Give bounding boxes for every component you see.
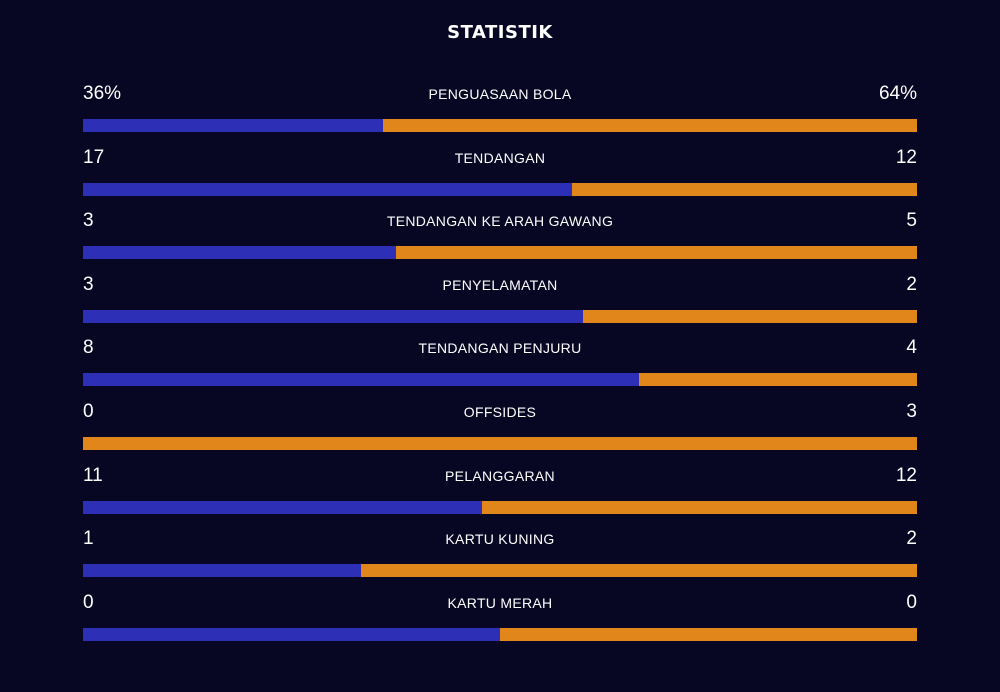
stat-label: PENGUASAAN BOLA — [428, 86, 572, 102]
comparison-bar — [83, 500, 917, 514]
away-value: 2 — [906, 528, 917, 550]
home-value: 36% — [83, 83, 122, 104]
comparison-bar — [83, 182, 917, 196]
stat-row-possession: 36% PENGUASAAN BOLA 64% — [83, 82, 917, 146]
away-bar-segment — [383, 119, 917, 132]
away-value: 64% — [878, 83, 917, 104]
home-value: 0 — [83, 591, 94, 613]
away-value: 0 — [906, 591, 917, 613]
home-value: 3 — [83, 273, 94, 295]
stat-label: PENYELAMATAN — [442, 276, 558, 293]
home-value: 8 — [83, 337, 94, 359]
home-bar-segment — [83, 246, 396, 260]
comparison-bar — [83, 373, 917, 387]
home-bar-segment — [83, 309, 584, 323]
home-bar-segment — [83, 627, 500, 641]
away-bar-segment — [639, 373, 917, 387]
stat-row-fouls: 11 PELANGGARAN 12 — [83, 464, 917, 528]
stat-row-shots-on-target: 3 TENDANGAN KE ARAH GAWANG 5 — [83, 209, 917, 273]
home-value: 17 — [83, 146, 105, 168]
stat-row-corners: 8 TENDANGAN PENJURU 4 — [83, 336, 917, 400]
away-value: 5 — [906, 210, 917, 232]
away-bar-segment — [83, 436, 917, 450]
away-value: 2 — [906, 273, 917, 295]
home-bar-segment — [83, 564, 361, 578]
stats-list: 36% PENGUASAAN BOLA 64% 17 TENDANGAN 12 … — [83, 82, 917, 654]
home-value: 0 — [83, 400, 94, 422]
home-bar-segment — [83, 373, 640, 387]
home-value: 3 — [83, 210, 94, 232]
away-bar-segment — [360, 564, 917, 578]
stat-row-yellow-cards: 1 KARTU KUNING 2 — [83, 527, 917, 591]
home-bar-segment — [83, 182, 572, 196]
page-title: STATISTIK — [447, 22, 553, 43]
comparison-bar — [83, 627, 917, 641]
stat-label: TENDANGAN PENJURU — [418, 340, 582, 357]
stat-label: KARTU KUNING — [445, 531, 555, 548]
away-bar-segment — [395, 246, 917, 260]
comparison-bar — [83, 119, 917, 132]
away-bar-segment — [500, 627, 917, 641]
stat-label: OFFSIDES — [463, 403, 537, 420]
stat-row-red-cards: 0 KARTU MERAH 0 — [83, 591, 917, 655]
stat-row-shots: 17 TENDANGAN 12 — [83, 146, 917, 210]
away-bar-segment — [481, 500, 917, 514]
stat-label: KARTU MERAH — [447, 594, 553, 611]
stat-row-saves: 3 PENYELAMATAN 2 — [83, 273, 917, 337]
away-value: 12 — [895, 146, 917, 168]
away-value: 3 — [906, 400, 917, 422]
away-bar-segment — [571, 182, 917, 196]
comparison-bar — [83, 436, 917, 450]
comparison-bar — [83, 564, 917, 578]
stat-label: PELANGGARAN — [445, 467, 555, 484]
stat-label: TENDANGAN — [454, 149, 546, 166]
comparison-bar — [83, 246, 917, 260]
home-value: 1 — [83, 528, 94, 550]
away-value: 12 — [895, 464, 917, 486]
away-bar-segment — [583, 309, 917, 323]
stat-label: TENDANGAN KE ARAH GAWANG — [386, 213, 614, 230]
stat-row-offsides: 0 OFFSIDES 3 — [83, 400, 917, 464]
away-value: 4 — [906, 337, 917, 359]
home-value: 11 — [83, 464, 103, 486]
home-bar-segment — [83, 119, 384, 132]
comparison-bar — [83, 309, 917, 323]
home-bar-segment — [83, 500, 482, 514]
